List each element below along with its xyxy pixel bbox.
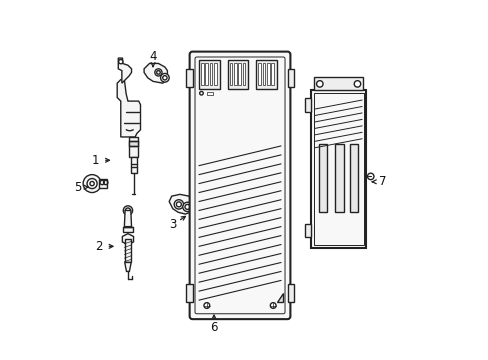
Bar [214, 63, 216, 85]
Bar [287, 69, 293, 87]
Ellipse shape [83, 175, 101, 193]
Bar [242, 63, 244, 85]
Bar [122, 226, 133, 232]
Ellipse shape [174, 200, 183, 209]
Ellipse shape [156, 71, 160, 74]
Ellipse shape [155, 69, 162, 76]
Bar [129, 137, 138, 157]
Bar [238, 63, 241, 85]
Ellipse shape [90, 181, 94, 186]
Ellipse shape [203, 303, 209, 309]
Bar [199, 60, 219, 89]
Polygon shape [124, 262, 131, 271]
Text: 2: 2 [95, 240, 103, 253]
Text: 3: 3 [169, 218, 176, 231]
Bar [335, 144, 343, 212]
Bar [256, 60, 277, 89]
Ellipse shape [123, 206, 132, 215]
Ellipse shape [367, 173, 373, 180]
Polygon shape [169, 194, 190, 214]
Bar [129, 140, 138, 146]
Bar [262, 63, 265, 85]
Bar [305, 224, 310, 237]
Bar [229, 63, 232, 85]
Bar [209, 63, 212, 85]
Bar [266, 63, 269, 85]
Bar [258, 63, 261, 85]
Polygon shape [117, 80, 140, 137]
Ellipse shape [119, 59, 122, 64]
Bar [305, 98, 310, 112]
FancyBboxPatch shape [189, 51, 290, 319]
Text: 6: 6 [210, 320, 217, 333]
Bar [124, 239, 131, 262]
Polygon shape [99, 179, 107, 188]
Bar [205, 63, 207, 85]
Ellipse shape [87, 179, 97, 189]
Bar [227, 60, 248, 89]
Ellipse shape [160, 73, 169, 82]
Text: 5: 5 [74, 181, 81, 194]
Bar [287, 284, 293, 302]
Polygon shape [144, 63, 167, 83]
Text: 4: 4 [149, 50, 157, 63]
Bar [310, 90, 366, 248]
Bar [318, 144, 326, 212]
Bar [206, 92, 213, 95]
Ellipse shape [270, 303, 276, 309]
Ellipse shape [183, 202, 192, 212]
Polygon shape [124, 211, 131, 226]
Bar [313, 93, 363, 245]
Bar [185, 69, 192, 87]
Bar [234, 63, 236, 85]
Ellipse shape [125, 208, 130, 213]
Text: 7: 7 [378, 175, 386, 188]
Bar [271, 63, 273, 85]
Polygon shape [122, 234, 133, 245]
Polygon shape [118, 58, 131, 83]
Bar [201, 63, 203, 85]
Bar [314, 77, 362, 90]
Ellipse shape [316, 81, 323, 87]
Bar [349, 144, 357, 212]
Polygon shape [276, 293, 283, 302]
Bar [131, 157, 136, 173]
Ellipse shape [353, 81, 360, 87]
Bar [185, 284, 192, 302]
Text: 1: 1 [92, 154, 99, 167]
